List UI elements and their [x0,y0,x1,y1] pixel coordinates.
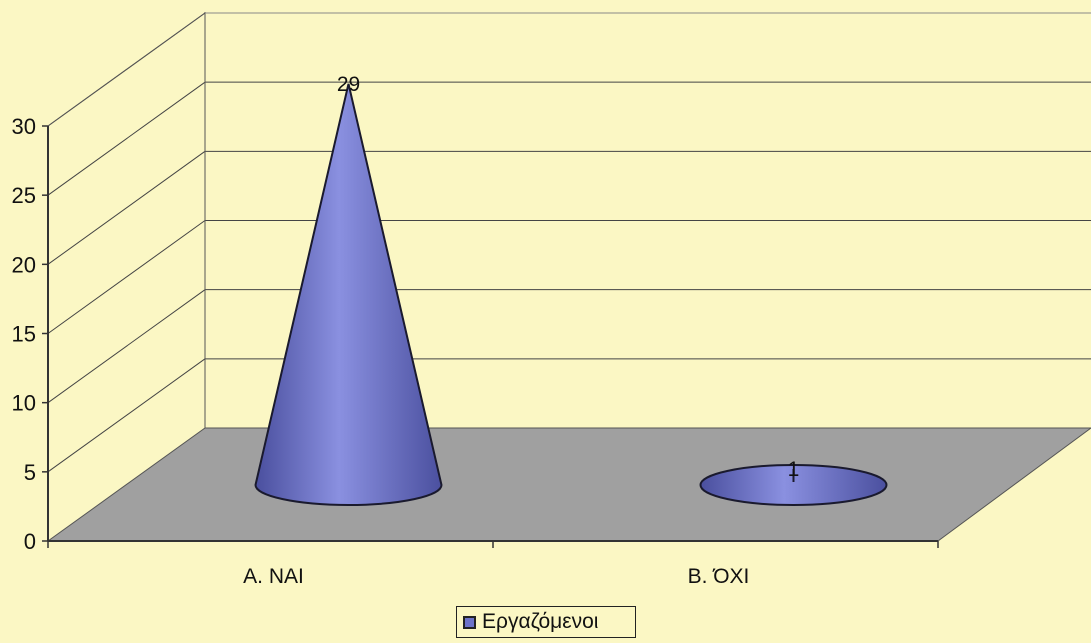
cone-2 [699,464,888,506]
y-tick-label: 20 [12,252,36,277]
y-tick-label: 5 [24,460,36,485]
gridline-side [47,289,206,404]
legend: Εργαζόμενοι [456,606,636,638]
y-tick-label: 15 [12,322,36,347]
x-category-label: Β. ΌΧΙ [688,565,750,588]
legend-swatch [463,615,476,629]
side-wall-top [47,12,206,127]
chart-floor [46,427,1091,542]
legend-label: Εργαζόμενοι [482,610,599,633]
cone-1 [254,83,443,506]
cone-body [254,83,443,506]
y-tick-label: 0 [24,529,36,554]
gridline-side [47,150,206,265]
cone-base [699,464,888,506]
x-category-label: A. ΝΑΙ [243,565,304,588]
y-tick-label: 25 [12,183,36,208]
data-label: 1 [788,458,800,481]
gridline-side [47,220,206,334]
data-label: 29 [337,73,360,96]
y-tick-label: 30 [12,114,36,139]
gridline-side [47,358,206,473]
gridline-side [47,81,206,196]
y-tick-label: 10 [12,391,36,416]
